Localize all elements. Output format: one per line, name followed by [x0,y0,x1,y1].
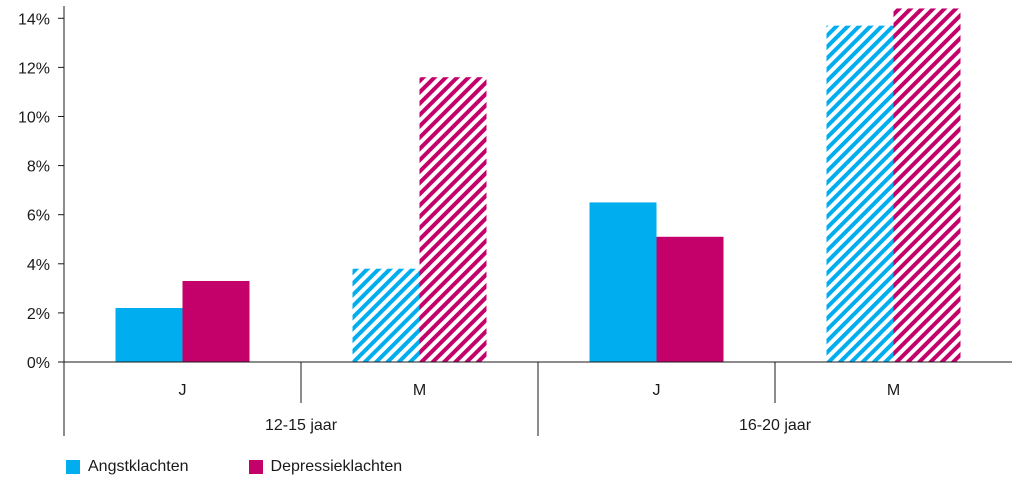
y-tick-label: 6% [27,208,50,225]
y-tick-label: 2% [27,306,50,323]
bar-2-j-angst [589,202,657,362]
y-tick-label: 10% [18,109,50,126]
y-tick-label: 8% [27,159,50,176]
y-tick-label: 14% [18,11,50,28]
legend-label-angstklachten: Angstklachten [88,458,189,475]
legend-swatch-angstklachten [66,460,80,474]
legend: Angstklachten Depressieklachten [66,458,402,476]
x-sublabel: J [653,382,661,399]
bar-1-j-angst [115,307,183,362]
x-sublabel: J [179,382,187,399]
chart-svg: J M 12-15 jaar J M 16-20 jaar 0% 2% 4% 6% 8% 10% 12%… [18,6,1012,436]
legend-item-depressieklachten: Depressieklachten [248,458,403,476]
x-group-label: 16-20 jaar [739,417,812,434]
bar-2-j-depressie [656,236,724,362]
legend-swatch-depressieklachten [248,460,263,474]
bar-1-m-angst [352,268,420,362]
x-group-label: 12-15 jaar [265,417,338,434]
legend-item-angstklachten: Angstklachten [66,458,189,476]
y-tick-label: 0% [27,355,50,372]
x-sublabel: M [413,382,426,399]
bar-2-m-angst [826,25,894,362]
legend-label-depressieklachten: Depressieklachten [270,458,403,475]
bar-1-j-depressie [182,280,250,362]
x-sublabel: M [887,382,900,399]
bar-2-m-depressie [893,8,961,363]
bar-1-m-depressie [419,77,487,362]
y-tick-label: 12% [18,60,50,77]
y-tick-label: 4% [27,257,50,274]
